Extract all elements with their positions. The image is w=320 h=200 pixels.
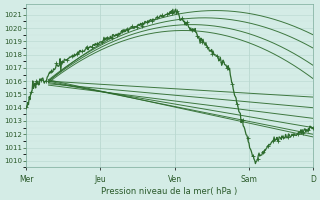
X-axis label: Pression niveau de la mer( hPa ): Pression niveau de la mer( hPa ) [101,187,238,196]
